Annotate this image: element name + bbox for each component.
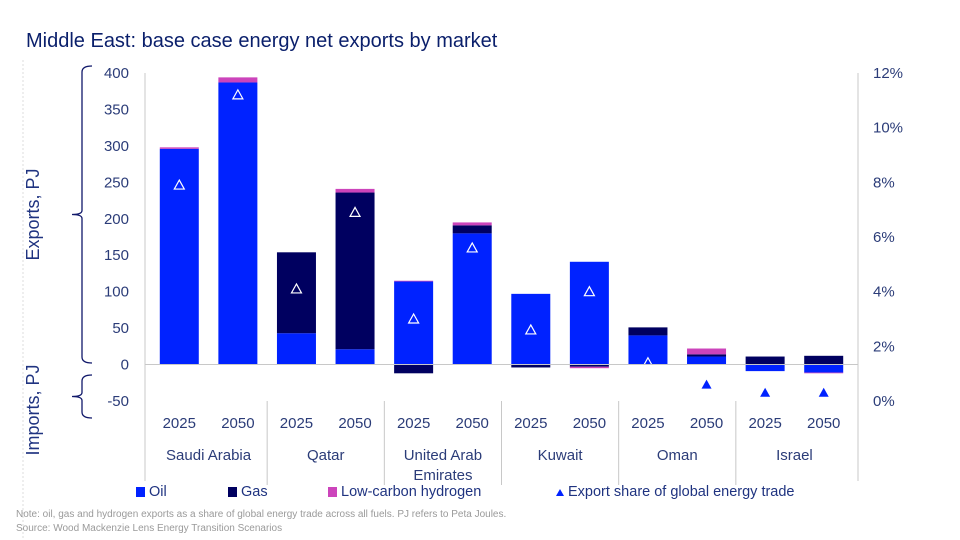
share-marker bbox=[760, 387, 771, 397]
y-axis-label-imports: Imports, PJ bbox=[23, 364, 43, 455]
bar-low-carbon-hydrogen bbox=[569, 366, 609, 369]
x-group-label: Saudi Arabia bbox=[166, 447, 252, 464]
y-tick-label: 150 bbox=[104, 247, 129, 264]
legend-swatch bbox=[136, 487, 145, 497]
share-marker bbox=[349, 206, 362, 217]
bar-gas bbox=[569, 364, 609, 367]
bar-gas bbox=[687, 354, 727, 357]
bar-oil bbox=[804, 364, 844, 373]
x-tick-year: 2025 bbox=[163, 415, 196, 432]
legend-label: Low-carbon hydrogen bbox=[341, 484, 482, 500]
share-marker bbox=[583, 285, 596, 297]
bar-gas bbox=[335, 192, 375, 350]
share-marker bbox=[524, 323, 537, 335]
legend-label: Export share of global energy trade bbox=[568, 484, 795, 500]
bar-gas bbox=[804, 355, 844, 365]
y2-tick-label: 2% bbox=[873, 338, 895, 355]
y-tick-label: 200 bbox=[104, 211, 129, 228]
x-group-label: Oman bbox=[657, 447, 698, 464]
legend-item: Gas bbox=[228, 484, 268, 500]
bar-oil bbox=[687, 356, 727, 365]
legend-label: Gas bbox=[241, 484, 268, 500]
share-marker bbox=[818, 387, 829, 397]
legend-item: Oil bbox=[136, 484, 167, 500]
bar-low-carbon-hydrogen bbox=[394, 280, 434, 282]
exports-brace bbox=[71, 65, 93, 364]
x-tick-year: 2050 bbox=[573, 415, 606, 432]
y2-tick-label: 12% bbox=[873, 65, 903, 82]
bar-gas bbox=[394, 364, 434, 374]
legend-swatch bbox=[328, 487, 337, 497]
y2-tick-label: 8% bbox=[873, 174, 895, 191]
y-tick-label: 400 bbox=[104, 65, 129, 82]
share-marker bbox=[701, 379, 712, 389]
x-tick-year: 2050 bbox=[338, 415, 371, 432]
y-tick-label: 0 bbox=[121, 357, 129, 374]
bar-oil bbox=[569, 261, 609, 365]
bar-oil bbox=[335, 349, 375, 365]
bar-low-carbon-hydrogen bbox=[687, 348, 727, 355]
y-tick-label: -50 bbox=[107, 393, 129, 410]
x-tick-year: 2025 bbox=[631, 415, 664, 432]
share-marker bbox=[407, 312, 420, 324]
legend-item: Export share of global energy trade bbox=[556, 484, 795, 500]
x-tick-year: 2025 bbox=[280, 415, 313, 432]
legend-swatch bbox=[228, 487, 237, 497]
triangle-marker-icon bbox=[556, 488, 564, 496]
x-tick-year: 2025 bbox=[397, 415, 430, 432]
x-tick-year: 2050 bbox=[221, 415, 254, 432]
bar-low-carbon-hydrogen bbox=[218, 77, 258, 83]
bar-oil bbox=[218, 82, 258, 365]
bar-low-carbon-hydrogen bbox=[804, 372, 844, 374]
legend-item: Low-carbon hydrogen bbox=[328, 484, 481, 500]
x-tick-year: 2050 bbox=[456, 415, 489, 432]
x-tick-year: 2050 bbox=[690, 415, 723, 432]
source-text: Source: Wood Mackenzie Lens Energy Trans… bbox=[16, 523, 283, 534]
share-marker bbox=[466, 241, 479, 253]
y2-tick-label: 10% bbox=[873, 120, 903, 137]
chart-title: Middle East: base case energy net export… bbox=[26, 30, 498, 52]
y-tick-label: 300 bbox=[104, 138, 129, 155]
x-group-label: Qatar bbox=[307, 447, 345, 464]
bar-oil bbox=[452, 233, 492, 365]
bar-gas bbox=[628, 327, 668, 336]
bar-low-carbon-hydrogen bbox=[452, 222, 492, 226]
share-marker bbox=[641, 356, 654, 368]
x-group-label: Emirates bbox=[413, 467, 472, 484]
bar-oil bbox=[511, 293, 551, 365]
bar-oil bbox=[159, 148, 199, 365]
share-marker bbox=[231, 88, 244, 100]
bar-gas bbox=[745, 356, 785, 365]
x-tick-year: 2025 bbox=[514, 415, 547, 432]
share-marker bbox=[173, 178, 186, 190]
y2-tick-label: 6% bbox=[873, 229, 895, 246]
share-marker bbox=[290, 282, 303, 294]
x-group-label: United Arab bbox=[404, 447, 482, 464]
y2-tick-label: 4% bbox=[873, 284, 895, 301]
y-tick-label: 250 bbox=[104, 174, 129, 191]
x-group-label: Israel bbox=[776, 447, 813, 464]
note-text: Note: oil, gas and hydrogen exports as a… bbox=[16, 509, 507, 520]
imports-brace bbox=[71, 374, 93, 419]
y-tick-label: 50 bbox=[112, 320, 129, 337]
bar-gas bbox=[452, 225, 492, 234]
legend-label: Oil bbox=[149, 484, 167, 500]
x-tick-year: 2025 bbox=[748, 415, 781, 432]
y-tick-label: 100 bbox=[104, 284, 129, 301]
y-tick-label: 350 bbox=[104, 101, 129, 118]
bar-oil bbox=[745, 364, 785, 372]
bar-gas bbox=[511, 364, 551, 368]
y2-tick-label: 0% bbox=[873, 393, 895, 410]
bar-low-carbon-hydrogen bbox=[159, 147, 199, 149]
bar-oil bbox=[628, 335, 668, 365]
bar-low-carbon-hydrogen bbox=[335, 188, 375, 193]
bar-oil bbox=[276, 333, 316, 365]
x-tick-year: 2050 bbox=[807, 415, 840, 432]
y-axis-label-exports: Exports, PJ bbox=[23, 168, 43, 260]
x-group-label: Kuwait bbox=[538, 447, 584, 464]
